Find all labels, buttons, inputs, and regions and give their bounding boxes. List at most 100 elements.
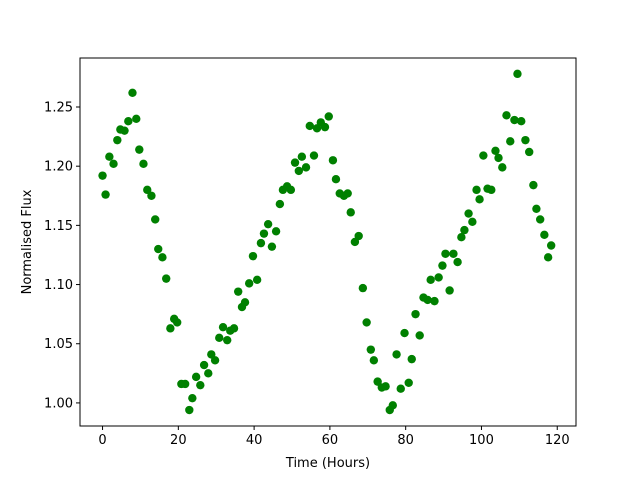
scatter-point: [457, 233, 466, 242]
scatter-point: [468, 217, 477, 227]
scatter-point: [529, 180, 538, 190]
scatter-point: [301, 163, 311, 172]
x-tick-label: 40: [246, 433, 263, 448]
scatter-point: [346, 208, 355, 217]
scatter-point: [132, 114, 141, 124]
scatter-point: [109, 159, 118, 169]
scatter-point: [358, 283, 368, 293]
scatter-point: [506, 137, 515, 146]
scatter-point: [532, 204, 541, 213]
scatter-point: [517, 117, 526, 126]
scatter-point: [373, 377, 382, 386]
scatter-point: [320, 122, 330, 132]
scatter-point: [546, 241, 556, 250]
scatter-point: [248, 251, 258, 261]
scatter-point: [275, 199, 285, 209]
x-tick-label: 100: [469, 433, 494, 448]
scatter-point: [388, 401, 397, 410]
scatter-point: [101, 190, 110, 199]
scatter-point: [441, 249, 450, 258]
scatter-point: [297, 152, 307, 161]
scatter-point: [369, 356, 379, 365]
scatter-point: [263, 219, 273, 229]
scatter-point: [191, 372, 201, 382]
scatter-point: [411, 309, 420, 319]
scatter-point: [154, 244, 163, 254]
scatter-point: [210, 356, 220, 365]
scatter-point: [240, 298, 250, 307]
scatter-point: [423, 295, 432, 305]
scatter-point: [498, 163, 507, 172]
scatter-point: [362, 318, 371, 327]
x-tick-label: 0: [98, 433, 106, 448]
scatter-point: [502, 111, 511, 120]
scatter-point: [331, 175, 341, 184]
scatter-point: [158, 253, 167, 262]
scatter-point: [135, 145, 144, 154]
scatter-point: [98, 171, 107, 180]
axes-frame: [79, 57, 577, 427]
scatter-point: [290, 158, 300, 167]
scatter-point: [438, 261, 447, 270]
scatter-point: [286, 185, 296, 195]
scatter-point: [381, 382, 390, 391]
scatter-point: [415, 331, 424, 340]
scatter-point: [475, 195, 484, 204]
scatter-point: [343, 189, 352, 198]
x-tick-label: 60: [322, 433, 339, 448]
scatter-point: [199, 360, 209, 370]
scatter-point: [244, 279, 254, 288]
y-tick-label: 1.10: [44, 278, 73, 293]
scatter-point: [449, 249, 458, 258]
scatter-point: [294, 166, 304, 176]
scatter-point: [479, 151, 488, 160]
scatter-point: [309, 151, 319, 160]
y-tick-label: 1.20: [44, 160, 73, 175]
scatter-point: [305, 121, 315, 131]
scatter-point: [113, 135, 122, 145]
scatter-point: [535, 215, 545, 224]
scatter-point: [430, 296, 439, 306]
scatter-point: [525, 147, 534, 157]
scatter-point: [324, 112, 333, 121]
scatter-point: [105, 152, 114, 161]
scatter-point: [510, 115, 519, 125]
scatter-point: [259, 229, 269, 238]
scatter-point: [124, 117, 133, 126]
scatter-point: [453, 257, 462, 267]
y-tick-label: 1.00: [44, 396, 73, 411]
scatter-point: [491, 146, 500, 155]
scatter-point: [218, 322, 228, 332]
scatter-point: [521, 135, 530, 145]
scatter-point: [407, 354, 416, 364]
scatter-point: [366, 345, 376, 354]
scatter-point: [256, 238, 266, 248]
scatter-point: [396, 384, 405, 393]
scatter-point: [139, 159, 148, 169]
scatter-point: [120, 126, 129, 135]
scatter-point: [196, 380, 205, 390]
scatter-point: [188, 393, 197, 403]
scatter-point: [151, 215, 160, 224]
x-tick-label: 20: [170, 433, 187, 448]
scatter-point: [162, 274, 171, 283]
scatter-point: [223, 335, 232, 345]
y-tick-label: 1.05: [44, 337, 73, 352]
scatter-point: [426, 275, 435, 285]
scatter-point: [540, 230, 549, 240]
scatter-point: [229, 324, 239, 333]
x-tick-label: 120: [545, 433, 570, 448]
scatter-point: [513, 69, 522, 79]
scatter-point: [328, 156, 338, 165]
x-axis-label: Time (Hours): [285, 456, 370, 471]
scatter-point: [271, 227, 281, 236]
scatter-point: [147, 191, 156, 200]
scatter-point: [464, 209, 473, 218]
scatter-point: [143, 185, 152, 195]
scatter-point: [233, 287, 243, 296]
scatter-point: [487, 185, 496, 195]
scatter-point: [494, 153, 503, 163]
y-axis-label: Normalised Flux: [20, 189, 35, 294]
scatter-point: [180, 379, 190, 389]
